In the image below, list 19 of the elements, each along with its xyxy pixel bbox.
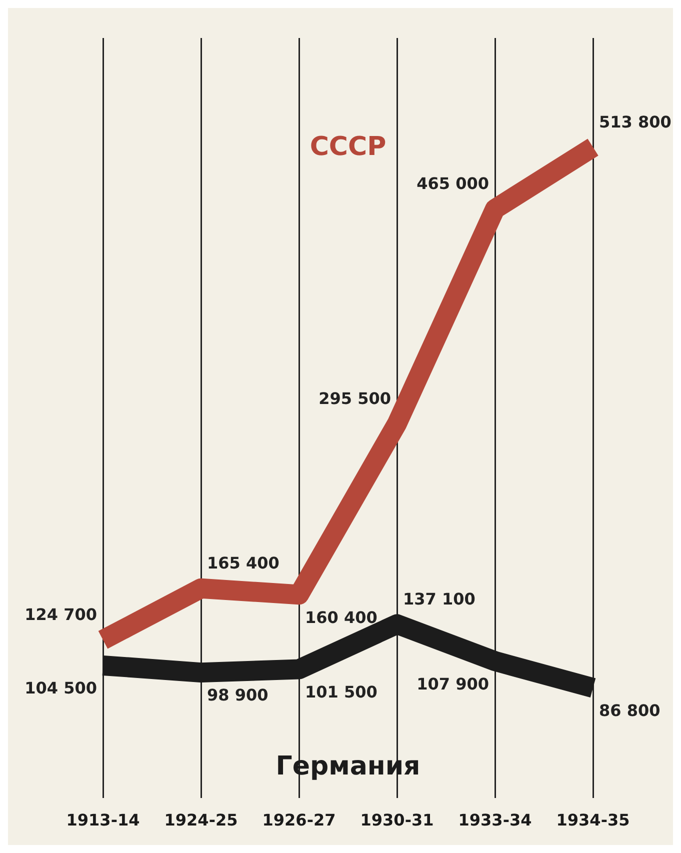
data-label: 465 000	[416, 174, 490, 194]
data-label: 107 900	[416, 674, 490, 694]
data-label: 124 700	[24, 605, 98, 624]
data-label: 295 500	[318, 388, 392, 408]
data-label: 513 800	[599, 112, 672, 132]
data-label: 104 500	[24, 678, 98, 698]
data-label: 137 100	[403, 589, 476, 608]
x-tick-label: 1934-35	[556, 810, 630, 830]
data-label: 165 400	[207, 554, 280, 573]
x-tick-label: 1930-31	[360, 810, 434, 830]
x-tick-label: 1924-25	[164, 810, 238, 830]
data-label: 101 500	[305, 682, 378, 702]
x-tick-label: 1926-27	[262, 810, 336, 830]
text: СССР	[310, 132, 386, 162]
data-label: 98 900	[207, 686, 268, 705]
x-tick-label: 1933-34	[458, 810, 532, 830]
data-label: 86 800	[599, 701, 660, 720]
data-label: 160 400	[305, 608, 378, 627]
x-tick-label: 1913-14	[66, 810, 140, 830]
